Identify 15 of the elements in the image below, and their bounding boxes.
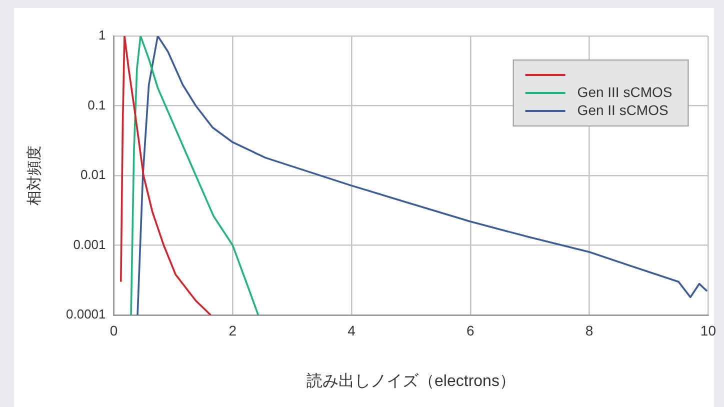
- y-tick-label: 0.1: [88, 97, 106, 112]
- x-tick-label: 10: [700, 322, 716, 338]
- y-tick-label: 0.01: [80, 167, 106, 182]
- y-tick-label: 1: [98, 28, 106, 43]
- x-tick-label: 6: [466, 322, 475, 338]
- x-tick-label: 4: [348, 322, 356, 338]
- legend-label: Gen III sCMOS: [577, 84, 672, 100]
- legend-label: Gen II sCMOS: [577, 102, 668, 118]
- y-axis-title: 相対頻度: [26, 146, 44, 206]
- x-tick-label: 0: [110, 322, 118, 338]
- y-tick-label: 0.001: [73, 236, 106, 252]
- x-tick-label: 2: [228, 322, 237, 338]
- x-axis-title: 読み出しノイズ（electrons）: [306, 372, 516, 390]
- y-tick-label: 0.0001: [66, 306, 106, 322]
- x-tick-label: 8: [585, 322, 594, 338]
